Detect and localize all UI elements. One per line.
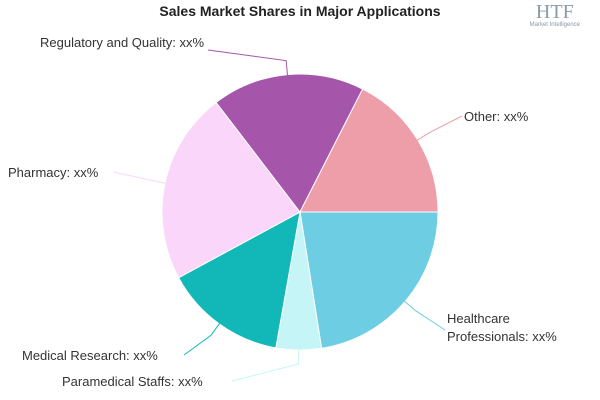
- value-label: xx%: [179, 35, 205, 50]
- logo: HTF Market Intelligence: [530, 2, 580, 28]
- value-label: xx%: [503, 109, 529, 124]
- category-label: Medical Research: [22, 348, 127, 363]
- data-label: Pharmacy: xx%: [8, 165, 99, 180]
- pie-slice: [299, 211, 439, 349]
- value-label: xx%: [73, 165, 99, 180]
- data-label: Regulatory and Quality: xx%: [40, 35, 205, 50]
- category-label: Other: [464, 109, 497, 124]
- logo-text: HTF: [535, 1, 574, 23]
- chart-title: Sales Market Shares in Major Application…: [159, 3, 441, 19]
- category-label: Regulatory and Quality: [40, 35, 173, 50]
- leader-line: [410, 115, 463, 145]
- category-label: Pharmacy: [8, 165, 67, 180]
- logo-subtitle: Market Intelligence: [529, 22, 580, 28]
- leader-line: [231, 341, 300, 382]
- data-label: Healthcare Professionals: xx%: [447, 311, 557, 344]
- leader-line: [398, 296, 446, 331]
- data-label: Other: xx%: [464, 109, 529, 124]
- value-label: xx%: [133, 348, 158, 363]
- leader-line: [207, 49, 289, 83]
- value-label: xx%: [178, 374, 203, 389]
- category-label: Healthcare Professionals: [447, 311, 526, 344]
- leader-line: [183, 317, 225, 356]
- category-label: Paramedical Staffs: [62, 374, 171, 389]
- data-label: Medical Research: xx%: [22, 348, 158, 363]
- leader-line: [112, 171, 173, 186]
- value-label: xx%: [532, 329, 557, 344]
- data-label: Paramedical Staffs: xx%: [62, 374, 203, 389]
